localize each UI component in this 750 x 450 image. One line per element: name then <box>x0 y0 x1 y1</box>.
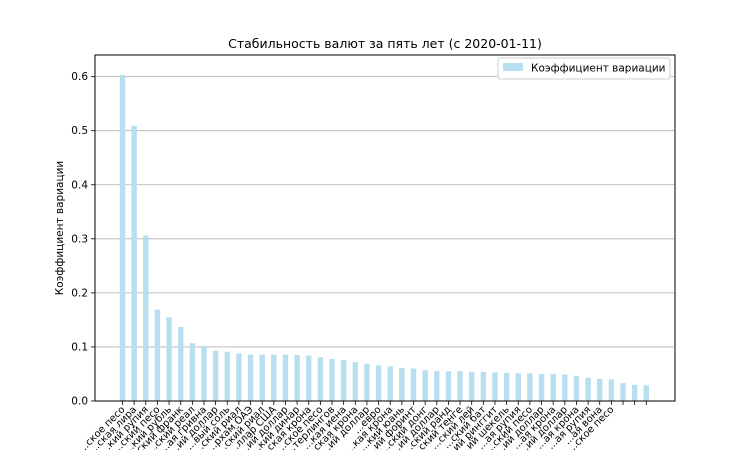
bar <box>247 354 254 401</box>
grid-lines <box>95 76 675 348</box>
y-tick-label: 0.3 <box>71 233 88 245</box>
bar <box>131 125 137 402</box>
bar <box>364 363 370 401</box>
bar <box>236 353 242 401</box>
bar <box>480 371 487 401</box>
y-axis: 0.0 0.1 0.2 0.3 0.4 0.5 0.6 <box>71 71 95 408</box>
bar <box>457 371 463 401</box>
legend-label: Коэффициент вариации <box>531 63 666 75</box>
y-tick-label: 0.0 <box>71 396 88 408</box>
bar <box>608 379 615 401</box>
bar <box>212 350 219 401</box>
bar <box>143 235 149 401</box>
bar <box>597 378 603 401</box>
bar <box>399 368 405 401</box>
bar <box>306 355 312 401</box>
chart-title: Стабильность валют за пять лет (с 2020-0… <box>228 36 542 51</box>
bar <box>503 372 510 401</box>
bar <box>434 371 440 401</box>
bar <box>562 374 568 401</box>
bar <box>620 383 626 401</box>
y-axis-label: Коэффициент вариации <box>54 161 66 296</box>
bar <box>166 317 172 401</box>
y-tick-label: 0.1 <box>71 341 88 353</box>
bar <box>538 373 545 401</box>
legend-swatch <box>503 63 523 71</box>
legend: Коэффициент вариации <box>497 57 671 80</box>
bar <box>352 362 358 401</box>
legend-box <box>497 57 671 80</box>
x-axis: ...ское песо...ская лира...кий рупия...с… <box>77 401 647 450</box>
bar-group <box>119 75 649 402</box>
bar <box>585 377 591 401</box>
bar <box>631 384 638 401</box>
bar <box>643 385 649 401</box>
bar <box>375 365 382 401</box>
bar <box>224 351 230 401</box>
bar <box>178 326 184 401</box>
bar <box>527 373 533 401</box>
bar <box>119 75 126 402</box>
bar <box>329 358 335 401</box>
bar <box>201 345 207 401</box>
bar <box>271 354 277 401</box>
bar <box>422 370 428 401</box>
bar <box>550 373 556 401</box>
bar <box>317 357 324 401</box>
y-tick-label: 0.6 <box>71 71 88 83</box>
y-tick-label: 0.2 <box>71 287 88 299</box>
bar <box>469 371 475 401</box>
bar <box>410 368 417 401</box>
bar <box>340 359 347 401</box>
bar <box>492 372 498 401</box>
y-tick-label: 0.4 <box>71 179 88 191</box>
bar <box>515 373 521 401</box>
bar <box>573 376 580 401</box>
plot-frame <box>94 54 676 402</box>
bar <box>189 343 196 401</box>
bar <box>445 371 452 401</box>
bar <box>282 354 289 401</box>
y-tick-label: 0.5 <box>71 125 88 137</box>
bar <box>387 366 393 401</box>
bar <box>294 355 300 401</box>
bar <box>259 354 265 401</box>
bar <box>154 309 161 401</box>
